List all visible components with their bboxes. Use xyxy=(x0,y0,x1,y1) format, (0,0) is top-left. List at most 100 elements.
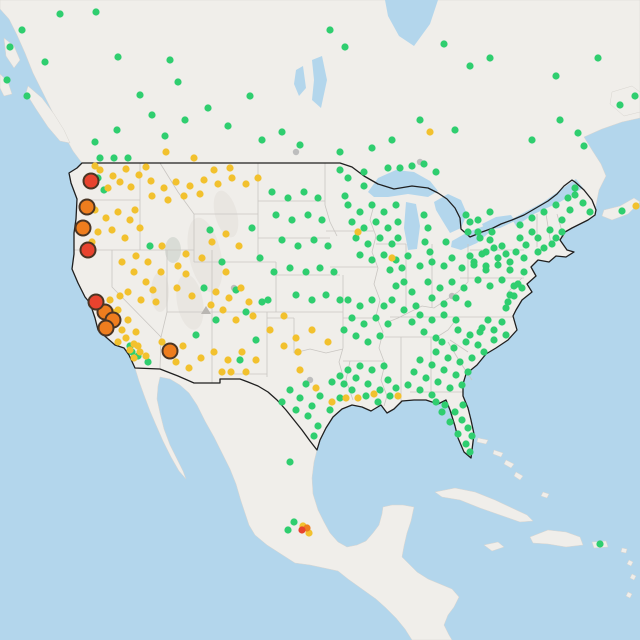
station-marker-good[interactable] xyxy=(91,138,99,146)
station-marker-moderate[interactable] xyxy=(324,338,332,346)
station-marker-good[interactable] xyxy=(352,374,360,382)
station-marker-good[interactable] xyxy=(256,254,264,262)
station-marker-good[interactable] xyxy=(336,166,344,174)
station-marker-good[interactable] xyxy=(290,518,298,526)
station-marker-good[interactable] xyxy=(352,332,360,340)
station-marker-good[interactable] xyxy=(446,384,454,392)
station-marker-good[interactable] xyxy=(428,258,436,266)
station-marker-good[interactable] xyxy=(384,164,392,172)
station-marker-good[interactable] xyxy=(376,332,384,340)
station-marker-good[interactable] xyxy=(474,228,482,236)
station-marker-good[interactable] xyxy=(278,398,286,406)
station-marker-good[interactable] xyxy=(552,201,560,209)
station-marker-good[interactable] xyxy=(372,314,380,322)
station-marker-good[interactable] xyxy=(316,264,324,272)
station-marker-good[interactable] xyxy=(566,206,574,214)
station-marker-good[interactable] xyxy=(308,402,316,410)
station-marker-good[interactable] xyxy=(534,234,542,242)
station-marker-good[interactable] xyxy=(360,182,368,190)
station-marker-moderate[interactable] xyxy=(222,230,230,238)
station-marker-good[interactable] xyxy=(631,92,639,100)
station-marker-moderate[interactable] xyxy=(394,392,402,400)
station-marker-good[interactable] xyxy=(192,331,200,339)
station-marker-moderate[interactable] xyxy=(196,190,204,198)
station-marker-good[interactable] xyxy=(356,251,364,259)
station-marker-good[interactable] xyxy=(296,394,304,402)
station-marker-good[interactable] xyxy=(362,392,370,400)
station-marker-good[interactable] xyxy=(246,92,254,100)
station-marker-good[interactable] xyxy=(380,362,388,370)
station-marker-good[interactable] xyxy=(386,392,394,400)
station-marker-good[interactable] xyxy=(596,540,604,548)
station-marker-moderate[interactable] xyxy=(242,180,250,188)
station-marker-good[interactable] xyxy=(300,188,308,196)
station-marker-good[interactable] xyxy=(242,308,250,316)
station-marker-good[interactable] xyxy=(618,207,626,215)
station-marker-good[interactable] xyxy=(428,361,436,369)
station-marker-good[interactable] xyxy=(514,280,522,288)
station-marker-moderate[interactable] xyxy=(114,306,122,314)
station-marker-good[interactable] xyxy=(462,211,470,219)
station-marker-good[interactable] xyxy=(272,211,280,219)
station-marker-moderate[interactable] xyxy=(158,242,166,250)
station-marker-good[interactable] xyxy=(360,168,368,176)
station-marker-good[interactable] xyxy=(452,294,460,302)
station-marker-good[interactable] xyxy=(552,72,560,80)
station-marker-moderate[interactable] xyxy=(354,394,362,402)
station-marker-good[interactable] xyxy=(424,224,432,232)
station-marker-good[interactable] xyxy=(416,311,424,319)
station-marker-good[interactable] xyxy=(288,216,296,224)
station-marker-good[interactable] xyxy=(181,116,189,124)
station-marker-moderate[interactable] xyxy=(308,326,316,334)
station-marker-good[interactable] xyxy=(302,380,310,388)
station-marker-moderate[interactable] xyxy=(228,174,236,182)
station-marker-good[interactable] xyxy=(444,354,452,362)
station-marker-good[interactable] xyxy=(494,254,502,262)
station-marker-good[interactable] xyxy=(284,194,292,202)
station-marker-moderate[interactable] xyxy=(148,192,156,200)
station-marker-good[interactable] xyxy=(452,316,460,324)
station-marker-moderate[interactable] xyxy=(160,184,168,192)
station-marker-good[interactable] xyxy=(432,168,440,176)
station-marker-good[interactable] xyxy=(394,218,402,226)
station-marker-good[interactable] xyxy=(386,266,394,274)
station-marker-moderate[interactable] xyxy=(208,238,216,246)
station-marker-good[interactable] xyxy=(486,54,494,62)
station-marker-good[interactable] xyxy=(558,216,566,224)
station-marker-unhealthy_red[interactable] xyxy=(79,241,97,259)
station-marker-good[interactable] xyxy=(440,40,448,48)
station-marker-good[interactable] xyxy=(340,380,348,388)
station-marker-moderate[interactable] xyxy=(142,163,150,171)
station-marker-good[interactable] xyxy=(96,154,104,162)
station-marker-moderate[interactable] xyxy=(225,294,233,302)
station-marker-good[interactable] xyxy=(304,211,312,219)
station-marker-moderate[interactable] xyxy=(118,258,126,266)
station-marker-good[interactable] xyxy=(326,26,334,34)
station-marker-good[interactable] xyxy=(136,91,144,99)
station-marker-good[interactable] xyxy=(424,278,432,286)
station-marker-good[interactable] xyxy=(484,316,492,324)
station-marker-good[interactable] xyxy=(558,228,566,236)
station-marker-good[interactable] xyxy=(464,424,472,432)
station-marker-good[interactable] xyxy=(174,78,182,86)
station-marker-moderate[interactable] xyxy=(252,356,260,364)
station-marker-unhealthy_red[interactable] xyxy=(82,172,100,190)
station-marker-good[interactable] xyxy=(464,368,472,376)
station-marker-good[interactable] xyxy=(278,128,286,136)
station-marker-moderate[interactable] xyxy=(164,196,172,204)
station-marker-moderate[interactable] xyxy=(185,364,193,372)
station-marker-good[interactable] xyxy=(470,261,478,269)
station-marker-good[interactable] xyxy=(494,261,502,269)
station-marker-good[interactable] xyxy=(292,291,300,299)
station-marker-good[interactable] xyxy=(438,408,446,416)
station-marker-good[interactable] xyxy=(474,341,482,349)
station-marker-good[interactable] xyxy=(356,362,364,370)
station-marker-moderate[interactable] xyxy=(207,301,215,309)
station-marker-good[interactable] xyxy=(392,201,400,209)
station-marker-good[interactable] xyxy=(502,250,510,258)
station-marker-good[interactable] xyxy=(368,366,376,374)
station-marker-good[interactable] xyxy=(466,218,474,226)
station-marker-moderate[interactable] xyxy=(174,262,182,270)
station-marker-good[interactable] xyxy=(200,284,208,292)
